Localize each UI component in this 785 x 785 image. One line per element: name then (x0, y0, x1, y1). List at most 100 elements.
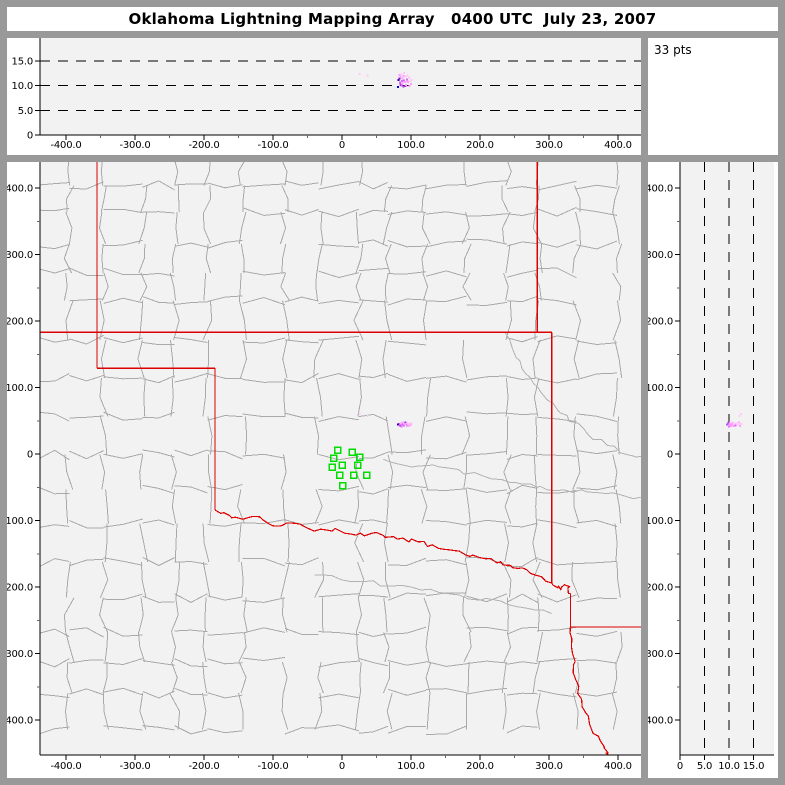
county-line (466, 301, 507, 306)
county-line (171, 489, 177, 524)
county-line (203, 162, 211, 186)
county-line (506, 454, 538, 460)
county-line (207, 454, 212, 490)
county-line (576, 240, 618, 250)
county-line (142, 180, 175, 191)
x-tick-label: 5.0 (697, 761, 712, 772)
county-line (103, 593, 143, 601)
county-line (240, 561, 244, 598)
county-line (425, 661, 467, 667)
county-line (355, 212, 359, 244)
y-tick-label: 200.0 (7, 317, 33, 328)
county-line (238, 300, 247, 341)
county-line (462, 272, 472, 301)
ns-plot-background (680, 162, 774, 755)
county-line (537, 597, 540, 633)
county-line (142, 211, 175, 214)
county-line (466, 687, 507, 695)
county-line (242, 297, 286, 306)
county-line (174, 593, 208, 603)
county-line (242, 378, 286, 383)
plan-view-map-panel[interactable]: 400.0300.0200.0100.00-100.0-200.0-300.0-… (7, 162, 641, 778)
county-line (99, 454, 106, 490)
county-line (358, 181, 389, 190)
county-line (383, 597, 388, 633)
county-line (535, 489, 538, 524)
altitude-vs-northsouth-plot[interactable]: 400.0 300.0 200.0 100.0 0 -100.0 -200.0 -300.0 -… (648, 162, 778, 778)
vhf-point (738, 425, 741, 428)
state-border-river (214, 509, 552, 584)
county-line (533, 377, 540, 417)
lma-station-marker (354, 461, 362, 470)
county-line (40, 337, 70, 343)
county-line (104, 632, 109, 663)
county-line (612, 661, 618, 694)
vhf-point (736, 422, 739, 425)
county-line (616, 162, 619, 186)
y-tick-label: 300.0 (7, 250, 33, 261)
county-line (358, 267, 388, 272)
altitude-vs-eastwest-plot[interactable]: 0 5.0 10.0 15.0 -400.0 -300.0 -200.0 -100.0 0 100… (7, 38, 641, 155)
vhf-point (405, 78, 408, 81)
x-tick-label: 400.0 (604, 761, 632, 772)
plan-view-map-plot[interactable]: 400.0300.0200.0100.00-100.0-200.0-300.0-… (7, 162, 641, 778)
county-line (66, 661, 73, 694)
county-line (63, 243, 73, 274)
county-line (425, 559, 467, 566)
county-line (612, 211, 620, 244)
vhf-point (732, 425, 735, 428)
county-line (387, 340, 426, 346)
x-tick-label: -300.0 (119, 140, 150, 151)
county-line (99, 212, 107, 245)
lma-station-marker (338, 482, 347, 490)
county-line (105, 489, 109, 524)
x-tick-label: 10.0 (718, 761, 739, 772)
altitude-vs-northsouth-panel[interactable]: 400.0 300.0 200.0 100.0 0 -100.0 -200.0 -300.0 -… (648, 162, 778, 778)
county-line (174, 372, 208, 383)
county-line (318, 243, 359, 248)
county-line (463, 454, 468, 490)
vhf-point (366, 415, 369, 418)
county-line (501, 185, 509, 213)
county-line (387, 210, 426, 215)
county-line (318, 724, 359, 732)
county-line (174, 337, 208, 343)
county-line (466, 180, 507, 187)
county-line (318, 335, 359, 341)
county-line (174, 629, 208, 633)
county-line (423, 597, 431, 633)
y-tick-label: 400.0 (648, 184, 673, 195)
county-line (462, 340, 468, 379)
vhf-point (398, 77, 401, 80)
county-line (318, 693, 359, 699)
county-line (242, 597, 286, 603)
county-line (69, 659, 104, 664)
vhf-point (402, 421, 405, 424)
vhf-point (399, 424, 402, 427)
county-line (537, 689, 577, 698)
vhf-point (401, 79, 403, 82)
county-line (612, 272, 622, 301)
county-line (203, 272, 207, 301)
county-line (174, 242, 208, 248)
county-line (504, 523, 509, 562)
county-line (103, 239, 143, 247)
county-line (504, 489, 512, 524)
county-line (104, 523, 108, 562)
county-line (240, 340, 247, 379)
county-line (318, 660, 359, 668)
vhf-point (366, 74, 369, 77)
county-line (202, 523, 210, 563)
county-line (103, 411, 143, 421)
county-line (384, 300, 393, 341)
county-line (242, 270, 286, 276)
altitude-vs-eastwest-panel[interactable]: 0 5.0 10.0 15.0 -400.0 -300.0 -200.0 -100.0 0 100… (7, 38, 641, 155)
county-line (237, 489, 246, 524)
county-line (354, 489, 359, 524)
county-line (142, 595, 175, 603)
vhf-point (404, 75, 407, 78)
lma-station-marker (338, 461, 346, 470)
county-line (616, 243, 623, 273)
county-line (243, 597, 248, 633)
county-line (40, 411, 70, 422)
